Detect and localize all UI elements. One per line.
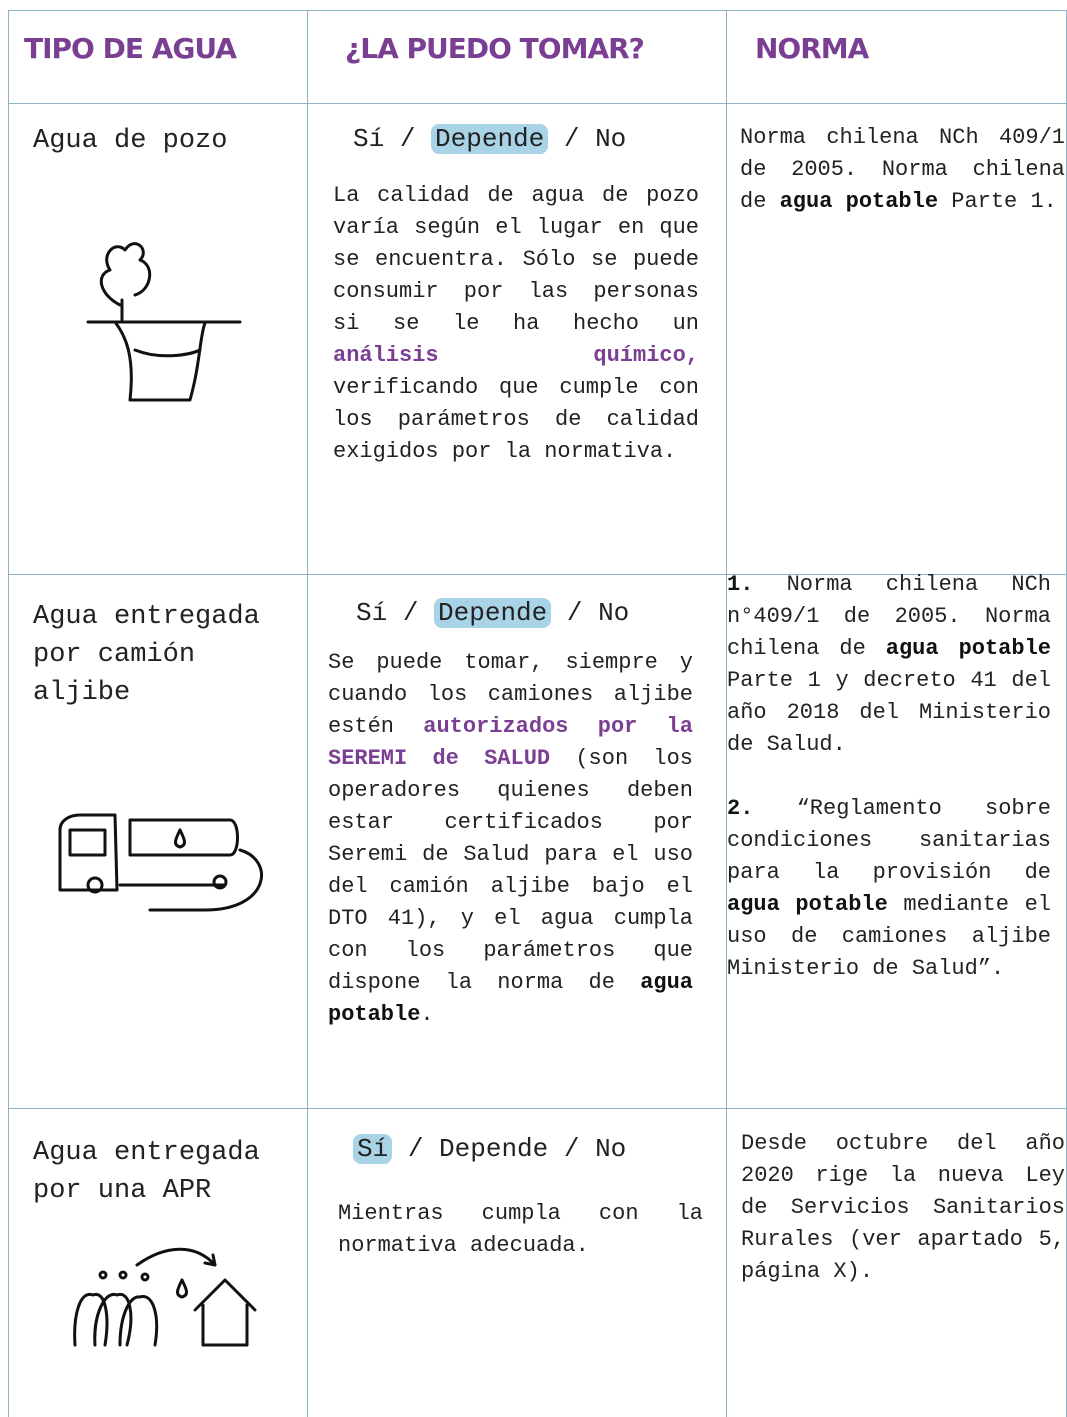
rule: [307, 10, 308, 1417]
text: Desde octubre del año 2020 rige la nueva…: [741, 1131, 1065, 1284]
bold-text: agua potable: [727, 892, 888, 917]
text: verificando que cumple con los parámetro…: [333, 375, 699, 464]
bold-text: agua potable: [779, 189, 939, 214]
norm-paragraph: 2. “Reglamento sobre condiciones sanitar…: [727, 793, 1051, 985]
answer-options: Sí / Depende / No: [353, 124, 626, 154]
rule: [8, 574, 1067, 575]
text: /: [551, 598, 599, 628]
rule: [8, 1108, 1067, 1109]
well-icon: [86, 242, 242, 402]
text: Parte 1 y decreto 41 del año 2018 del Mi…: [727, 668, 1051, 757]
bold-text: 2.: [727, 796, 754, 821]
text: La calidad de agua de pozo varía según e…: [333, 183, 699, 336]
answer-options: Sí / Depende / No: [353, 1134, 626, 1164]
highlighted-option: Sí: [353, 1134, 393, 1164]
norm-paragraph: 1. Norma chilena NCh n°409/1 de 2005. No…: [727, 569, 1051, 761]
norm-paragraph: Norma chilena NCh 409/1 de 2005. Norma c…: [740, 122, 1065, 218]
bold-text: agua potable: [885, 636, 1051, 661]
rule: [8, 10, 1067, 11]
text: Sí: [356, 598, 388, 628]
text: /: [384, 124, 432, 154]
rule: [8, 103, 1067, 104]
text: No: [598, 598, 630, 628]
norm-paragraph: Desde octubre del año 2020 rige la nueva…: [741, 1128, 1065, 1288]
header-cell: TIPO DE AGUA: [24, 32, 237, 65]
truck-icon: [58, 813, 263, 912]
text: /: [548, 1134, 596, 1164]
text: No: [595, 124, 627, 154]
text: Parte 1.: [938, 189, 1057, 214]
text: Se puede tomar, siempre y cuando los cam…: [328, 650, 693, 739]
text: (son los operadores quienes deben estar …: [328, 746, 693, 995]
text: Sí: [353, 124, 385, 154]
answer-options: Sí / Depende / No: [356, 598, 629, 628]
purple-text: autorizados por la SEREMI de SALUD: [328, 714, 693, 771]
bold-text: 1.: [727, 572, 754, 597]
text: Depende: [439, 1134, 549, 1164]
norm: Desde octubre del año 2020 rige la nueva…: [741, 1128, 1065, 1320]
text: Norma chilena NCh 409/1 de 2005. Norma c…: [740, 125, 1065, 214]
highlighted-option: Depende: [434, 598, 552, 628]
text: .: [420, 1002, 434, 1027]
text: /: [387, 598, 435, 628]
norm: Norma chilena NCh 409/1 de 2005. Norma c…: [740, 122, 1065, 250]
bold-text: agua potable: [328, 970, 693, 1027]
rule: [726, 10, 727, 1417]
water-type: Agua de pozo: [33, 126, 228, 156]
header-cell: NORMA: [755, 32, 869, 65]
text: /: [392, 1134, 440, 1164]
rule: [8, 10, 9, 1417]
description: Mientras cumpla con la normativa adecuad…: [338, 1198, 703, 1262]
text: Mientras cumpla con la normativa adecuad…: [338, 1201, 703, 1258]
header-cell: ¿LA PUEDO TOMAR?: [345, 32, 645, 65]
description: La calidad de agua de pozo varía según e…: [333, 180, 699, 468]
text: mediante el uso de camiones aljibe Minis…: [727, 892, 1051, 981]
text: /: [548, 124, 596, 154]
text: “Reglamento sobre condiciones sanitarias…: [727, 796, 1051, 885]
highlighted-option: Depende: [431, 124, 549, 154]
water-type: Agua entregada por una APR: [33, 1138, 260, 1206]
purple-text: análisis químico,: [333, 343, 699, 368]
text: No: [595, 1134, 627, 1164]
norm: 1. Norma chilena NCh n°409/1 de 2005. No…: [727, 569, 1051, 1017]
description: Se puede tomar, siempre y cuando los cam…: [328, 647, 693, 1031]
apr-icon: [73, 1247, 257, 1347]
water-type: Agua entregada por camión aljibe: [33, 602, 260, 708]
text: Norma chilena NCh n°409/1 de 2005. Norma…: [727, 572, 1051, 661]
